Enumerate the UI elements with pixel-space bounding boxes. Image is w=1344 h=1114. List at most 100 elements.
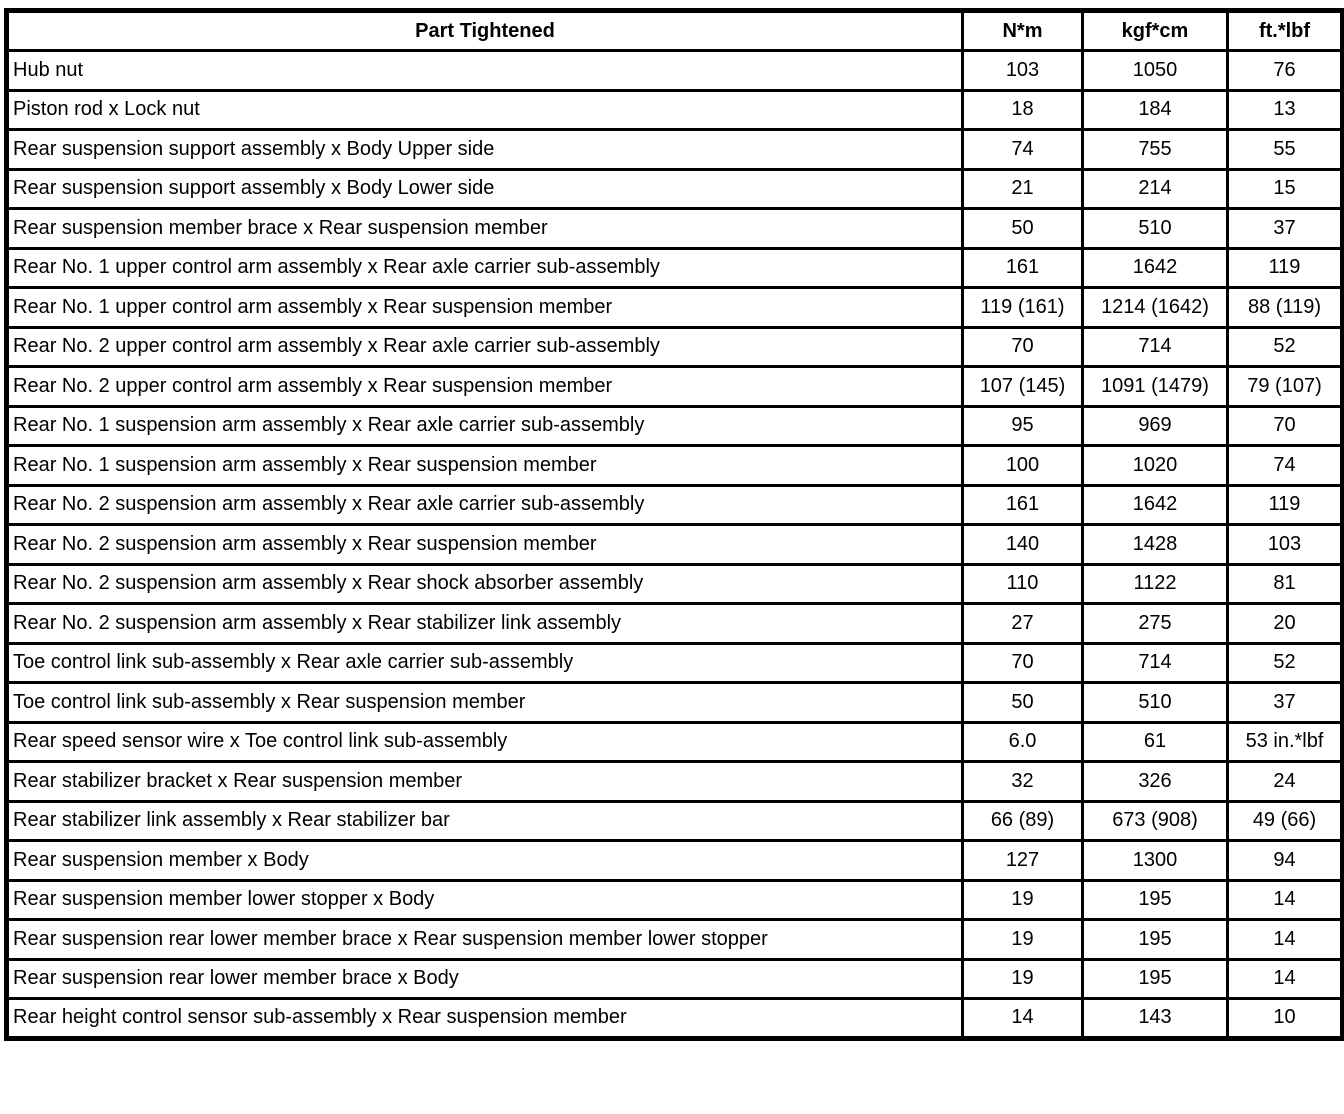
part-cell: Rear No. 2 suspension arm assembly x Rea… [5, 562, 964, 605]
table-row: Rear height control sensor sub-assembly … [5, 997, 1344, 1040]
torque-spec-document: Part Tightened N*m kgf*cm ft.*lbf Hub nu… [4, 8, 1344, 1041]
kgfcm-cell: 1642 [1081, 246, 1229, 289]
nm-cell: 100 [961, 444, 1084, 487]
column-header-kgfcm: kgf*cm [1081, 9, 1229, 52]
kgfcm-cell: 275 [1081, 602, 1229, 645]
part-cell: Rear No. 2 upper control arm assembly x … [5, 325, 964, 368]
ftlbf-cell: 70 [1226, 404, 1344, 447]
table-row: Rear suspension member lower stopper x B… [5, 878, 1344, 921]
table-row: Rear No. 1 upper control arm assembly x … [5, 246, 1344, 289]
kgfcm-cell: 195 [1081, 878, 1229, 921]
ftlbf-cell: 55 [1226, 128, 1344, 171]
nm-cell: 95 [961, 404, 1084, 447]
kgfcm-cell: 510 [1081, 207, 1229, 250]
nm-cell: 21 [961, 167, 1084, 210]
part-cell: Rear suspension support assembly x Body … [5, 128, 964, 171]
ftlbf-cell: 37 [1226, 207, 1344, 250]
ftlbf-cell: 76 [1226, 49, 1344, 92]
ftlbf-cell: 119 [1226, 483, 1344, 526]
nm-cell: 32 [961, 760, 1084, 803]
column-header-part-tightened: Part Tightened [5, 9, 964, 52]
table-header: Part Tightened N*m kgf*cm ft.*lbf [5, 9, 1344, 52]
ftlbf-cell: 119 [1226, 246, 1344, 289]
table-row: Rear No. 2 suspension arm assembly x Rea… [5, 602, 1344, 645]
kgfcm-cell: 61 [1081, 720, 1229, 763]
table-row: Rear speed sensor wire x Toe control lin… [5, 720, 1344, 763]
table-row: Rear stabilizer link assembly x Rear sta… [5, 799, 1344, 842]
nm-cell: 127 [961, 839, 1084, 882]
table-row: Rear suspension rear lower member brace … [5, 957, 1344, 1000]
part-cell: Rear No. 1 upper control arm assembly x … [5, 286, 964, 329]
part-cell: Rear No. 2 upper control arm assembly x … [5, 365, 964, 408]
kgfcm-cell: 714 [1081, 325, 1229, 368]
kgfcm-cell: 195 [1081, 918, 1229, 961]
part-cell: Rear No. 2 suspension arm assembly x Rea… [5, 602, 964, 645]
part-cell: Toe control link sub-assembly x Rear axl… [5, 641, 964, 684]
part-cell: Rear No. 2 suspension arm assembly x Rea… [5, 523, 964, 566]
ftlbf-cell: 88 (119) [1226, 286, 1344, 329]
ftlbf-cell: 13 [1226, 88, 1344, 131]
kgfcm-cell: 1020 [1081, 444, 1229, 487]
part-cell: Rear speed sensor wire x Toe control lin… [5, 720, 964, 763]
table-row: Rear No. 2 suspension arm assembly x Rea… [5, 483, 1344, 526]
part-cell: Rear suspension rear lower member brace … [5, 957, 964, 1000]
kgfcm-cell: 714 [1081, 641, 1229, 684]
table-row: Rear No. 2 upper control arm assembly x … [5, 325, 1344, 368]
ftlbf-cell: 53 in.*lbf [1226, 720, 1344, 763]
table-row: Toe control link sub-assembly x Rear axl… [5, 641, 1344, 684]
table-row: Rear No. 1 suspension arm assembly x Rea… [5, 404, 1344, 447]
kgfcm-cell: 673 (908) [1081, 799, 1229, 842]
nm-cell: 103 [961, 49, 1084, 92]
part-cell: Rear suspension member lower stopper x B… [5, 878, 964, 921]
table-row: Rear No. 2 upper control arm assembly x … [5, 365, 1344, 408]
ftlbf-cell: 49 (66) [1226, 799, 1344, 842]
part-cell: Rear height control sensor sub-assembly … [5, 997, 964, 1040]
part-cell: Rear No. 1 suspension arm assembly x Rea… [5, 404, 964, 447]
kgfcm-cell: 1214 (1642) [1081, 286, 1229, 329]
kgfcm-cell: 510 [1081, 681, 1229, 724]
ftlbf-cell: 52 [1226, 325, 1344, 368]
table-row: Rear suspension rear lower member brace … [5, 918, 1344, 961]
ftlbf-cell: 103 [1226, 523, 1344, 566]
ftlbf-cell: 94 [1226, 839, 1344, 882]
part-cell: Rear stabilizer link assembly x Rear sta… [5, 799, 964, 842]
table-row: Rear stabilizer bracket x Rear suspensio… [5, 760, 1344, 803]
kgfcm-cell: 1428 [1081, 523, 1229, 566]
part-cell: Hub nut [5, 49, 964, 92]
ftlbf-cell: 24 [1226, 760, 1344, 803]
nm-cell: 70 [961, 641, 1084, 684]
nm-cell: 6.0 [961, 720, 1084, 763]
ftlbf-cell: 15 [1226, 167, 1344, 210]
nm-cell: 74 [961, 128, 1084, 171]
table-row: Rear No. 1 upper control arm assembly x … [5, 286, 1344, 329]
part-cell: Toe control link sub-assembly x Rear sus… [5, 681, 964, 724]
ftlbf-cell: 37 [1226, 681, 1344, 724]
part-cell: Rear suspension member brace x Rear susp… [5, 207, 964, 250]
table-row: Piston rod x Lock nut 18 184 13 [5, 88, 1344, 131]
table-row: Rear suspension support assembly x Body … [5, 128, 1344, 171]
table-row: Rear suspension support assembly x Body … [5, 167, 1344, 210]
nm-cell: 50 [961, 207, 1084, 250]
nm-cell: 27 [961, 602, 1084, 645]
nm-cell: 66 (89) [961, 799, 1084, 842]
kgfcm-cell: 214 [1081, 167, 1229, 210]
part-cell: Rear stabilizer bracket x Rear suspensio… [5, 760, 964, 803]
nm-cell: 18 [961, 88, 1084, 131]
ftlbf-cell: 52 [1226, 641, 1344, 684]
kgfcm-cell: 969 [1081, 404, 1229, 447]
column-header-nm: N*m [961, 9, 1084, 52]
table-row: Rear No. 2 suspension arm assembly x Rea… [5, 562, 1344, 605]
header-row: Part Tightened N*m kgf*cm ft.*lbf [5, 9, 1344, 52]
part-cell: Rear No. 1 upper control arm assembly x … [5, 246, 964, 289]
table-row: Rear suspension member brace x Rear susp… [5, 207, 1344, 250]
nm-cell: 110 [961, 562, 1084, 605]
ftlbf-cell: 74 [1226, 444, 1344, 487]
nm-cell: 70 [961, 325, 1084, 368]
nm-cell: 19 [961, 918, 1084, 961]
table-row: Hub nut 103 1050 76 [5, 49, 1344, 92]
ftlbf-cell: 14 [1226, 878, 1344, 921]
kgfcm-cell: 184 [1081, 88, 1229, 131]
torque-spec-table: Part Tightened N*m kgf*cm ft.*lbf Hub nu… [4, 8, 1344, 1041]
nm-cell: 19 [961, 957, 1084, 1000]
nm-cell: 107 (145) [961, 365, 1084, 408]
